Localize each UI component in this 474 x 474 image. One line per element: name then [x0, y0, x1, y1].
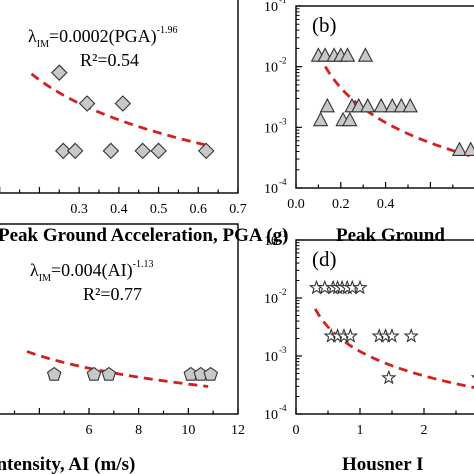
panel-c-eq-rhs: =0.004(AI): [51, 260, 133, 281]
panel-a-point: [51, 64, 68, 81]
panel-d-ytick-exp: -1: [279, 229, 287, 239]
panel-a-point: [150, 142, 167, 160]
panel-b-xtick-label: 0.2: [332, 197, 350, 212]
panel-b-point: [357, 47, 374, 62]
panel-a-xtick-label: 0.7: [229, 202, 247, 217]
panel-b-point: [360, 97, 376, 113]
panel-c-point: [101, 366, 117, 381]
panel-d-xtick-label: 1: [357, 423, 364, 438]
panel-b-ytick-label: 10: [264, 121, 278, 136]
panel-a-eq-rhs: =0.0002(PGA): [49, 26, 157, 47]
panel-b-point: [312, 111, 329, 127]
panel-a: 0.3 0.4 0.5 0.6 0.7 λIM=0.0002(PGA)-1.96 R²=…: [0, 0, 288, 246]
panel-a-point: [54, 142, 72, 160]
svg-text:λIM=0.0002(PGA)-1.96: λIM=0.0002(PGA)-1.96: [28, 25, 177, 50]
panel-a-plot: 0.3 0.4 0.5 0.6 0.7: [0, 0, 247, 217]
panel-c-equation: λIM=0.004(AI)-1.13 R²=0.77: [30, 259, 153, 304]
panel-d-point: [403, 328, 419, 343]
panel-a-point: [102, 142, 120, 160]
panel-d-plot: 0 1 210-110-210-310-4: [264, 229, 474, 438]
panel-c-xlabel: Arias Intensity, AI (m/s): [0, 454, 135, 474]
panel-a-point: [78, 95, 96, 112]
panel-c-eq-sup: -1.13: [133, 259, 154, 270]
panel-b-xtick-label: 0.4: [377, 197, 395, 212]
panel-d-fit-line: [313, 308, 474, 389]
panel-c-r2: R²=0.77: [83, 284, 142, 304]
panel-b-ytick-exp: -2: [279, 56, 287, 66]
panel-a-point: [114, 95, 132, 112]
panel-b-ytick-exp: -4: [279, 177, 287, 187]
panel-c-eq-sub: IM: [39, 273, 51, 284]
panel-a-point: [134, 142, 151, 160]
panel-a-point: [197, 142, 215, 160]
panel-a-xtick-label: 0.4: [110, 202, 128, 217]
panel-a-eq-sub: IM: [37, 39, 49, 50]
panel-b-xlabel: Peak Ground: [336, 225, 445, 246]
panel-d-ytick-label: 10: [264, 350, 278, 365]
panel-d-xtick-label: 0: [293, 423, 300, 438]
panel-b-ytick-label: 10: [264, 61, 278, 76]
panel-a-xtick-label: 0.5: [150, 202, 168, 217]
panel-a-equation: λIM=0.0002(PGA)-1.96 R²=0.54: [28, 25, 177, 70]
panel-d-point: [381, 369, 397, 385]
panel-d-xlabel: Housner I: [342, 454, 423, 474]
panel-c-xtick-label: 12: [231, 423, 245, 438]
panel-d: 0 1 210-110-210-310-4 (d) Housner I: [264, 229, 474, 474]
panel-b-point: [402, 97, 418, 113]
panel-c-xtick-label: 8: [135, 423, 142, 438]
panel-c-plot: 6 8 10 12: [0, 223, 245, 438]
panel-d-ytick-exp: -3: [279, 345, 287, 355]
panel-c: 6 8 10 12 λIM=0.004(AI)-1.13 R²=0.77 Arias …: [0, 223, 245, 474]
panel-c-fit-line: [26, 350, 209, 388]
svg-text:λIM=0.004(AI)-1.13: λIM=0.004(AI)-1.13: [30, 259, 153, 284]
panel-b-point: [319, 97, 336, 113]
panel-c-point: [86, 366, 102, 381]
panel-a-xtick-label: 0.3: [70, 202, 88, 217]
panel-b-point: [463, 141, 474, 156]
panel-c-point: [203, 366, 218, 381]
panel-a-eq-base: λ: [28, 26, 37, 46]
panel-a-point: [66, 142, 84, 160]
panel-d-xtick-label: 2: [421, 423, 428, 438]
panel-d-ytick-exp: -2: [279, 287, 287, 297]
panel-a-xlabel: Peak Ground Acceleration, PGA (g): [0, 225, 288, 246]
panel-b-ytick-label: 10: [264, 182, 278, 197]
panel-b-fit-line: [317, 52, 474, 159]
panel-a-r2: R²=0.54: [80, 50, 139, 70]
panel-b-point: [342, 111, 358, 127]
panel-d-ytick-label: 10: [264, 408, 278, 423]
panel-c-frame: [0, 223, 239, 415]
panel-d-point: [384, 328, 400, 343]
panel-d-ytick-label: 10: [264, 292, 278, 307]
panel-b-xtick-label: 0.0: [287, 197, 305, 212]
panel-b-label: (b): [312, 13, 337, 37]
panel-a-fit-line: [30, 72, 207, 147]
panel-b-plot: 0.0 0.2 0.410-110-210-310-4: [264, 0, 474, 212]
panel-b-point: [451, 141, 468, 156]
panel-b-point: [339, 47, 356, 62]
panel-c-point: [46, 366, 62, 381]
panel-d-point: [342, 328, 359, 343]
panel-c-eq-base: λ: [30, 260, 39, 280]
panel-c-xtick-label: 6: [86, 423, 93, 438]
panel-a-eq-sup: -1.96: [157, 25, 178, 36]
panel-c-xtick-label: 10: [181, 423, 195, 438]
panel-d-label: (d): [312, 247, 337, 271]
panel-d-point: [352, 279, 368, 295]
panel-d-ytick-exp: -4: [279, 403, 287, 413]
panel-b-ytick-exp: -3: [279, 116, 287, 126]
panel-d-ytick-label: 10: [264, 234, 278, 249]
panel-d-frame: [295, 239, 474, 415]
panel-b-point: [373, 97, 389, 113]
panel-b-ytick-label: 10: [264, 0, 278, 15]
panel-b-ytick-exp: -1: [279, 0, 287, 5]
panel-b: 0.0 0.2 0.410-110-210-310-4 (b) Peak Groun…: [264, 0, 474, 246]
panel-a-xtick-label: 0.6: [190, 202, 208, 217]
